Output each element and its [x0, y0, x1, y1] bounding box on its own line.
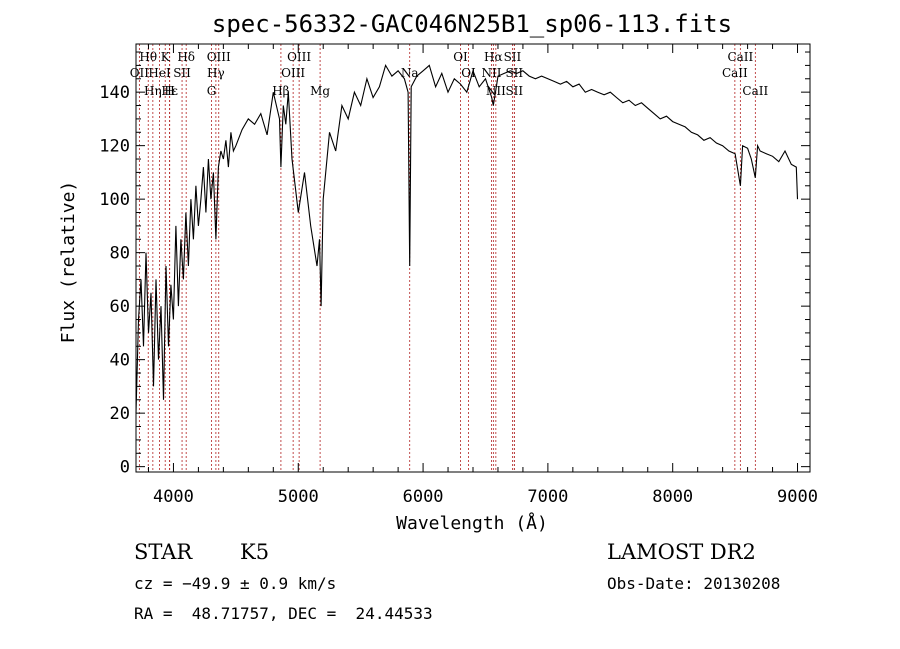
x-tick-label-4: 8000 [652, 487, 693, 507]
y-axis-ticks: 0 20 40 60 80 100 120 140 [99, 51, 810, 478]
obs-date: Obs-Date: 20130208 [607, 574, 781, 593]
line-label-2: Hε [161, 84, 178, 98]
object-type: STAR [134, 540, 193, 564]
line-label-3: K [161, 50, 171, 64]
survey-label: LAMOST DR2 [607, 540, 756, 564]
line-label-8: H [164, 84, 174, 98]
line-label-6: Hδ [177, 50, 195, 64]
subclass: K5 [240, 540, 270, 564]
x-tick-label-2: 6000 [403, 487, 444, 507]
line-label-15: Mg [310, 84, 330, 98]
x-axis-label: Wavelength (Å) [396, 512, 548, 534]
spectral-line-labels: Hθ OII Hε K HeI Hη Hδ SII H OIII Hγ G Hβ OIII OIII Mg Na… [130, 50, 769, 98]
spectrum-line [135, 64, 799, 414]
line-label-7: SII [173, 66, 191, 80]
spectral-line-markers [138, 44, 756, 472]
x-tick-label-5: 9000 [777, 487, 818, 507]
plot-frame [135, 43, 811, 473]
line-label-22: SII [504, 50, 522, 64]
x-tick-label-0: 4000 [153, 487, 194, 507]
y-tick-label-4: 80 [110, 244, 130, 264]
line-label-5: Hη [144, 84, 162, 98]
line-label-26: CaII [722, 66, 748, 80]
line-label-0: Hθ [139, 50, 157, 64]
x-tick-label-3: 7000 [527, 487, 568, 507]
line-label-18: OI [461, 66, 476, 80]
line-label-10: Hγ [207, 66, 225, 80]
line-label-16: Na [401, 66, 419, 80]
y-tick-label-7: 140 [99, 83, 130, 103]
redshift-value: cz = −49.9 ± 0.9 km/s [134, 574, 337, 593]
line-label-14: OIII [281, 66, 305, 80]
y-tick-label-6: 120 [99, 137, 130, 157]
line-label-13: OIII [287, 50, 311, 64]
y-tick-label-2: 40 [110, 351, 130, 371]
y-tick-label-5: 100 [99, 190, 130, 210]
line-label-11: G [207, 84, 217, 98]
line-label-27: CaII [742, 84, 768, 98]
chart-title: spec-56332-GAC046N25B1_sp06-113.fits [212, 10, 732, 38]
line-label-12: Hβ [272, 84, 289, 98]
line-label-25: CaII [727, 50, 753, 64]
y-tick-label-3: 60 [110, 297, 130, 317]
coordinates: RA = 48.71757, DEC = 24.44533 [134, 604, 433, 623]
x-tick-label-1: 5000 [278, 487, 319, 507]
x-axis-ticks: 4000 5000 6000 7000 8000 9000 [147, 44, 818, 507]
line-label-4: HeI [148, 66, 171, 80]
y-axis-label: Flux (relative) [58, 181, 79, 344]
line-label-1: OII [130, 66, 150, 80]
y-tick-label-0: 0 [120, 458, 130, 478]
line-label-17: OI [453, 50, 468, 64]
line-label-20: NII [481, 66, 501, 80]
line-label-24: SII [505, 84, 523, 98]
line-label-9: OIII [207, 50, 231, 64]
line-label-19: Hα [484, 50, 503, 64]
y-tick-label-1: 20 [110, 404, 130, 424]
